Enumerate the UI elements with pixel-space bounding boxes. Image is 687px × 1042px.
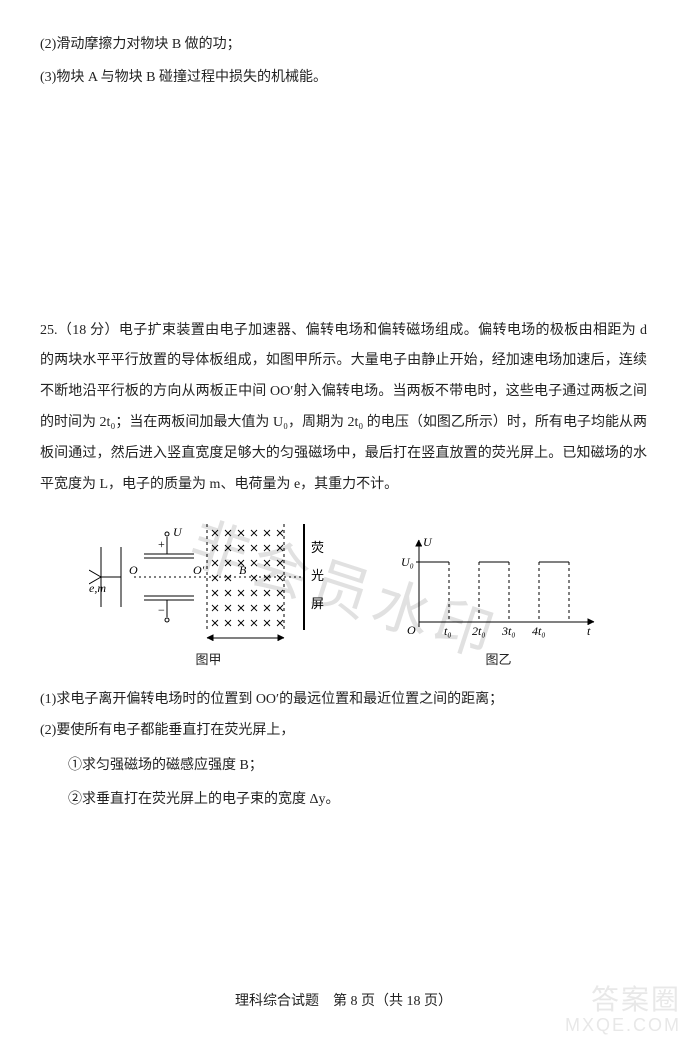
- fig-right-t2: 2t₀: [472, 624, 486, 638]
- fig-right-U0: U₀: [401, 555, 414, 569]
- q25-body: 25.（18 分）电子扩束装置由电子加速器、偏转电场和偏转磁场组成。偏转电场的极…: [40, 316, 647, 501]
- fig-right-t: t: [587, 624, 591, 638]
- fig-left-screen1: 荧: [311, 540, 324, 555]
- q25-sub2b: ②求垂直打在荧光屏上的电子束的宽度 Δy。: [40, 785, 647, 816]
- fig-right-t4: 4t₀: [532, 624, 546, 638]
- svg-text:+: +: [158, 537, 165, 551]
- q25-text: 电子扩束装置由电子加速器、偏转电场和偏转磁场组成。偏转电场的极板由相距为 d 的…: [40, 323, 647, 492]
- q25-sub2a: ①求匀强磁场的磁感应强度 B；: [40, 751, 647, 782]
- fig-left-O: O: [129, 563, 138, 577]
- fig-right-U: U: [423, 535, 433, 549]
- fig-left-em: e,m: [89, 581, 106, 595]
- figure-left-svg: e,m U + − O O′ B L 荧 光 屏: [89, 512, 329, 642]
- figure-left-caption: 图甲: [195, 646, 221, 675]
- page-content: (2)滑动摩擦力对物块 B 做的功； (3)物块 A 与物块 B 碰撞过程中损失…: [40, 30, 647, 816]
- figure-right-svg: U U₀ O t₀ 2t₀ 3t₀ 4t₀ t: [399, 532, 599, 642]
- q24-sub2: (2)滑动摩擦力对物块 B 做的功；: [40, 30, 647, 61]
- fig-left-L: L: [240, 639, 248, 642]
- fig-right-t1: t₀: [444, 624, 452, 638]
- q25-sub2: (2)要使所有电子都能垂直打在荧光屏上，: [40, 716, 647, 747]
- fig-left-screen3: 屏: [311, 596, 324, 611]
- figure-row: e,m U + − O O′ B L 荧 光 屏: [40, 512, 647, 675]
- page-footer: 理科综合试题 第 8 页（共 18 页）: [0, 987, 687, 1018]
- watermark-corner-en: MXQE.COM: [565, 1016, 681, 1036]
- fig-left-screen2: 光: [311, 568, 324, 583]
- spacer: [40, 96, 647, 316]
- fig-left-Op: O′: [193, 563, 205, 577]
- figure-left-block: e,m U + − O O′ B L 荧 光 屏: [89, 512, 329, 675]
- fig-right-O: O: [407, 623, 416, 637]
- q25-label: 25.（18 分）: [40, 323, 119, 338]
- q25-sub1: (1)求电子离开偏转电场时的位置到 OO′的最远位置和最近位置之间的距离；: [40, 685, 647, 716]
- fig-right-t3: 3t₀: [501, 624, 516, 638]
- fig-left-U: U: [173, 525, 183, 539]
- svg-text:−: −: [158, 603, 165, 617]
- figure-right-caption: 图乙: [485, 646, 511, 675]
- figure-right-block: U U₀ O t₀ 2t₀ 3t₀ 4t₀ t 图乙: [399, 532, 599, 675]
- q24-sub3: (3)物块 A 与物块 B 碰撞过程中损失的机械能。: [40, 63, 647, 94]
